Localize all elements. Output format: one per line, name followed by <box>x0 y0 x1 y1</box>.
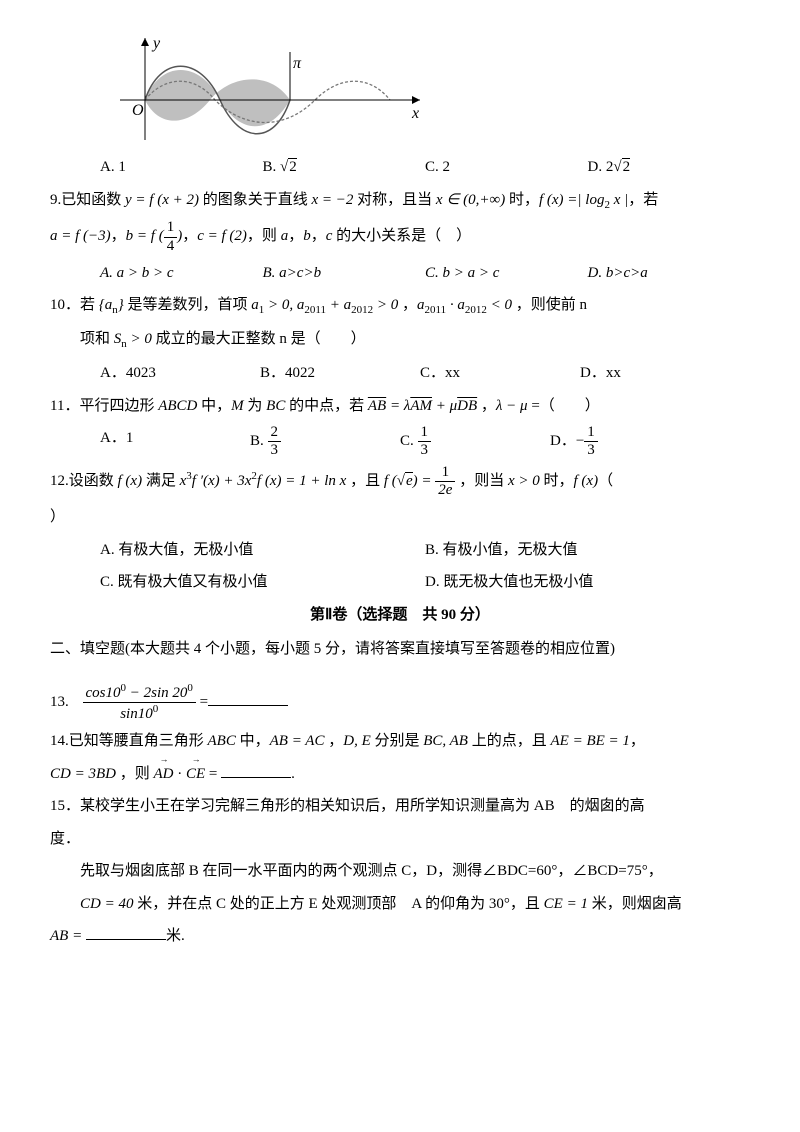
q12-optD: D. 既无极大值也无极小值 <box>425 568 750 597</box>
q12-optA: A. 有极大值，无极小值 <box>100 536 425 565</box>
q12-optC: C. 既有极大值又有极小值 <box>100 568 425 597</box>
q11-optB: B. 23 <box>250 424 400 460</box>
q8-optB: B. √2 <box>263 153 426 182</box>
q15-line2: 先取与烟囱底部 B 在同一水平面内的两个观测点 C，D，测得∠BDC=60°，∠… <box>80 857 750 886</box>
q9-optC: C. b > a > c <box>425 259 588 288</box>
q10-optA: A．4023 <box>100 359 260 388</box>
svg-text:y: y <box>151 35 161 52</box>
section2-intro: 二、填空题(本大题共 4 个小题，每小题 5 分，请将答案直接填写至答题卷的相应… <box>50 635 750 664</box>
q9-line2: a = f (−3)，b = f (14)，c = f (2)，则 a，b，c … <box>50 219 750 255</box>
q8-optA: A. 1 <box>100 153 263 182</box>
q9-options: A. a > b > c B. a>c>b C. b > a > c D. b>… <box>100 259 750 288</box>
q9: 9.已知函数 y = f (x + 2) 的图象关于直线 x = −2 对称，且… <box>50 186 750 216</box>
q12: 12.设函数 f (x) 满足 x3f ′(x) + 3x2f (x) = 1 … <box>50 464 750 500</box>
q11-optD: D．−13 <box>550 424 700 460</box>
q14-line2: CD = 3BD ，则 AD · CE = . <box>50 760 750 789</box>
part-ii-heading: 第Ⅱ卷（选择题 共 90 分） <box>50 601 750 630</box>
svg-text:O: O <box>132 102 144 119</box>
svg-text:x: x <box>411 105 419 122</box>
q10-options: A．4023 B．4022 C．xx D．xx <box>100 359 750 388</box>
q12-optsAB: A. 有极大值，无极小值 B. 有极小值，无极大值 <box>100 536 750 565</box>
q15: 15．某校学生小王在学习完解三角形的相关知识后，用所学知识测量高为 AB 的烟囱… <box>50 792 750 821</box>
q15-blank <box>86 924 166 940</box>
q8-optC: C. 2 <box>425 153 588 182</box>
q11-optA: A．1 <box>100 424 250 460</box>
q15-line4: AB = 米. <box>50 922 750 951</box>
q9-optD: D. b>c>a <box>588 259 751 288</box>
q10-line2: 项和 Sn > 0 成立的最大正整数 n 是（ ） <box>80 325 750 355</box>
q9-optA: A. a > b > c <box>100 259 263 288</box>
q11-options: A．1 B. 23 C. 13 D．−13 <box>100 424 750 460</box>
q8-optD: D. 2√2 <box>588 153 751 182</box>
q11: 11．平行四边形 ABCD 中，M 为 BC 的中点，若 AB = λAM + … <box>50 392 750 421</box>
q8-options: A. 1 B. √2 C. 2 D. 2√2 <box>100 153 750 182</box>
q12-optB: B. 有极小值，无极大值 <box>425 536 750 565</box>
q11-optC: C. 13 <box>400 424 550 460</box>
q10: 10．若 {an} 是等差数列，首项 a1 > 0, a2011 + a2012… <box>50 291 750 321</box>
q15-line3: CD = 40 米，并在点 C 处的正上方 E 处观测顶部 A 的仰角为 30°… <box>80 890 750 919</box>
q12-close: ） <box>50 503 750 532</box>
q15-line1b: 度． <box>50 825 750 854</box>
q14-blank <box>221 762 291 778</box>
q10-optC: C．xx <box>420 359 580 388</box>
svg-text:π: π <box>293 55 302 72</box>
q13: 13. cos100 − 2sin 200 sin100 = <box>50 682 750 724</box>
q13-blank <box>208 690 288 706</box>
q10-optD: D．xx <box>580 359 740 388</box>
q12-optsCD: C. 既有极大值又有极小值 D. 既无极大值也无极小值 <box>100 568 750 597</box>
q10-optB: B．4022 <box>260 359 420 388</box>
q8-graph: y O π x <box>100 30 750 145</box>
q9-optB: B. a>c>b <box>263 259 426 288</box>
